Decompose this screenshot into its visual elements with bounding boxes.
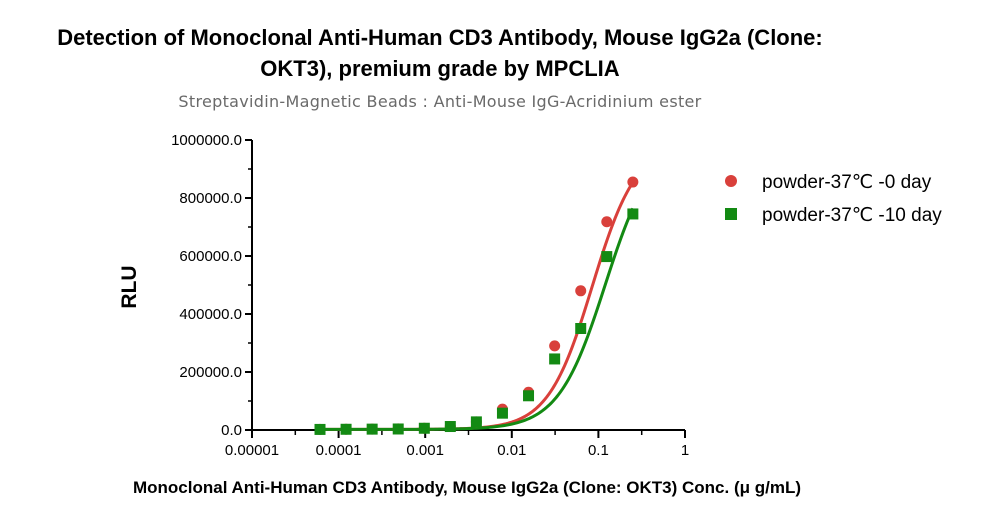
y-axis-label: RLU [118,265,141,308]
data-point [575,323,587,334]
chart-title-line-1: Detection of Monoclonal Anti-Human CD3 A… [57,25,823,50]
data-point [444,421,456,433]
x-axis-label: Monoclonal Anti-Human CD3 Antibody, Mous… [133,478,801,497]
legend: powder-37℃ -0 day powder-37℃ -10 day [725,172,942,226]
data-point [523,390,535,402]
fit-curves [320,181,635,431]
y-tick-label: 800000.0 [179,190,242,207]
data-point [627,176,639,188]
data-point [470,416,482,428]
fit-curve [320,207,635,431]
data-points [314,176,639,435]
data-point [549,340,561,352]
chart-title-line-2: OKT3), premium grade by MPCLIA [260,56,620,81]
data-point [601,216,613,228]
x-tick-label: 0.00001 [225,442,279,459]
data-point [627,208,639,220]
data-point [496,407,508,419]
legend-marker [725,208,737,220]
y-tick-label: 200000.0 [179,364,242,381]
data-point [549,353,561,365]
data-point [418,422,430,434]
y-tick-label: 600000.0 [179,248,242,265]
chart-subtitle: Streptavidin-Magnetic Beads : Anti-Mouse… [178,92,702,111]
x-tick-label: 0.0001 [316,442,362,459]
x-tick-label: 0.001 [406,442,444,459]
axes: 0.0 200000.0 400000.0 600000.0 800000.0 10000… [171,132,689,459]
data-point [314,423,326,435]
data-point [340,423,352,435]
y-tick-label: 1000000.0 [171,132,242,149]
y-tick-label: 400000.0 [179,306,242,323]
x-tick-label: 0.1 [588,442,609,459]
y-tick-label: 0.0 [221,422,242,439]
data-point [366,423,378,435]
data-point [392,423,404,435]
legend-label: powder-37℃ -10 day [762,205,942,226]
data-point [601,251,613,263]
x-tick-label: 0.01 [497,442,526,459]
legend-label: powder-37℃ -0 day [762,172,932,193]
data-point [575,285,587,297]
legend-marker [725,175,737,187]
x-tick-label: 1 [681,442,689,459]
fit-curve [320,181,635,431]
chart-title: Detection of Monoclonal Anti-Human CD3 A… [0,22,880,84]
